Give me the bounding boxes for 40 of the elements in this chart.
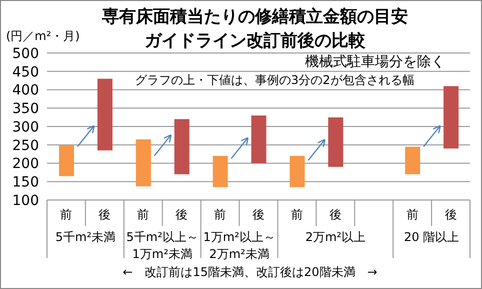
bar	[59, 144, 74, 176]
chart-subtitle: ガイドライン改訂前後の比較	[144, 31, 366, 51]
x-tick-label: 後	[329, 208, 342, 222]
bar	[328, 117, 344, 167]
chart-title: 専有床面積当たりの修繕積立金額の目安	[101, 7, 408, 27]
text: 5千m²以上～ 1万m²未満	[126, 230, 198, 261]
y-tick-label: 350	[12, 101, 39, 118]
bar	[136, 139, 151, 186]
x-tick-label: 後	[252, 208, 264, 222]
bar	[174, 119, 190, 174]
x-tick-label: 前	[214, 208, 226, 222]
bar	[405, 146, 420, 174]
text: ← 改訂前は15階未満、改訂後は20階未満 →	[122, 265, 378, 279]
bar	[212, 156, 228, 188]
bar	[251, 115, 266, 164]
x-tick-label: 前	[290, 208, 303, 222]
y-tick-label: 400	[12, 82, 39, 99]
bar	[290, 156, 305, 188]
x-tick-label: 後	[176, 208, 188, 222]
y-axis-title: (円／m²・月)	[6, 29, 80, 43]
annotation: グラフの上・下値は、事例の3分の2が包含される幅	[135, 73, 414, 87]
y-tick-label: 450	[12, 64, 39, 80]
text: 1万m²以上～ 2万m²未満	[203, 230, 276, 261]
y-tick-label: 150	[12, 174, 39, 191]
x-tick-label: 前	[137, 208, 150, 222]
y-tick-label: 250	[12, 138, 39, 154]
x-tick-label: 後	[444, 208, 457, 222]
x-tick-label: 前	[406, 208, 418, 222]
text: 20 階以上	[404, 230, 460, 244]
y-tick-label: 300	[12, 119, 39, 136]
x-tick-label: 後	[98, 208, 111, 222]
bar	[97, 78, 112, 150]
y-tick-label: 200	[12, 156, 39, 172]
bar	[444, 86, 459, 149]
text: 5千m²未満	[55, 230, 116, 244]
x-tick-label: 前	[60, 208, 72, 222]
y-tick-label: 500	[12, 46, 39, 62]
annotation: 機械式駐車場分を除く	[305, 54, 445, 70]
y-tick-label: 100	[12, 192, 39, 209]
text: 2万m²以上	[305, 230, 366, 244]
